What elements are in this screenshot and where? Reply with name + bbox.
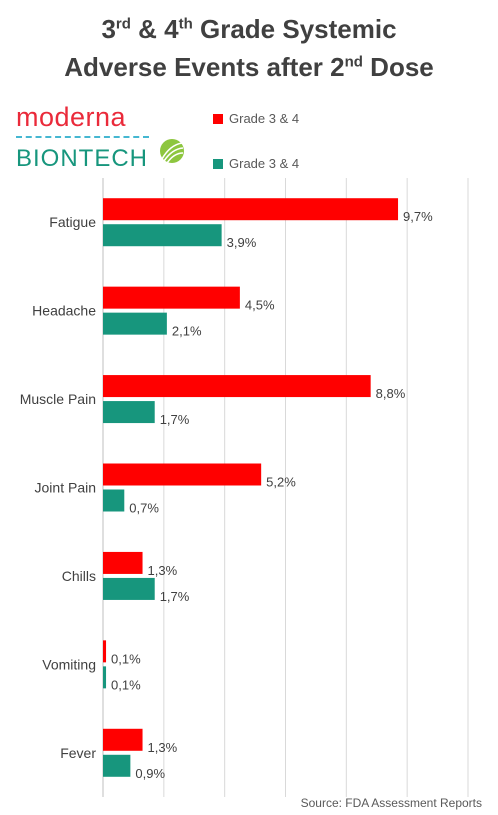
data-label: 2,1% bbox=[172, 324, 202, 339]
data-label: 9,7% bbox=[403, 209, 433, 224]
bar-biontech bbox=[103, 401, 155, 424]
bar-biontech bbox=[103, 489, 125, 512]
category-label: Fever bbox=[60, 745, 96, 761]
data-label: 0,1% bbox=[111, 651, 141, 666]
biontech-leaf-icon bbox=[160, 139, 184, 164]
legend-label-biontech: Grade 3 & 4 bbox=[229, 156, 300, 171]
biontech-logo-text: BIONTECH bbox=[16, 145, 149, 172]
bar-biontech bbox=[103, 666, 107, 689]
legend-label-moderna: Grade 3 & 4 bbox=[229, 111, 300, 126]
bar-moderna bbox=[103, 198, 399, 221]
bar-moderna bbox=[103, 375, 371, 398]
category-label: Chills bbox=[62, 568, 96, 584]
bar-biontech bbox=[103, 312, 167, 335]
bar-moderna bbox=[103, 728, 143, 751]
data-label: 1,3% bbox=[148, 563, 178, 578]
biontech-logo: BIONTECH bbox=[16, 139, 184, 173]
moderna-logo-underline bbox=[16, 136, 149, 138]
category-label: Muscle Pain bbox=[20, 391, 96, 407]
data-label: 1,7% bbox=[160, 412, 190, 427]
title-line-1: 3rd & 4th Grade Systemic bbox=[101, 14, 397, 44]
data-label: 1,7% bbox=[160, 589, 190, 604]
data-label: 0,1% bbox=[111, 677, 141, 692]
data-label: 5,2% bbox=[266, 475, 296, 490]
bar-moderna bbox=[103, 551, 143, 574]
moderna-logo-text: moderna bbox=[16, 102, 127, 132]
source-note: Source: FDA Assessment Reports bbox=[300, 796, 482, 810]
bar-biontech bbox=[103, 224, 222, 247]
legend-swatch-biontech bbox=[213, 159, 223, 169]
title-line-2: Adverse Events after 2nd Dose bbox=[64, 52, 434, 82]
bar-moderna bbox=[103, 640, 107, 663]
chart-title: 3rd & 4th Grade Systemic Adverse Events … bbox=[0, 10, 498, 86]
data-label: 3,9% bbox=[227, 235, 257, 250]
data-label: 8,8% bbox=[376, 386, 406, 401]
moderna-logo: moderna bbox=[16, 102, 149, 138]
category-label: Fatigue bbox=[49, 214, 96, 230]
category-label: Vomiting bbox=[42, 656, 96, 672]
data-label: 0,7% bbox=[129, 501, 159, 516]
bar-moderna bbox=[103, 463, 262, 486]
data-label: 4,5% bbox=[245, 298, 275, 313]
category-label: Headache bbox=[32, 303, 96, 319]
data-label: 0,9% bbox=[135, 766, 165, 781]
data-label: 1,3% bbox=[148, 740, 178, 755]
category-label: Joint Pain bbox=[35, 480, 96, 496]
bar-biontech bbox=[103, 754, 131, 777]
legend-swatch-moderna bbox=[213, 114, 223, 124]
bar-moderna bbox=[103, 286, 240, 309]
bar-biontech bbox=[103, 577, 155, 600]
